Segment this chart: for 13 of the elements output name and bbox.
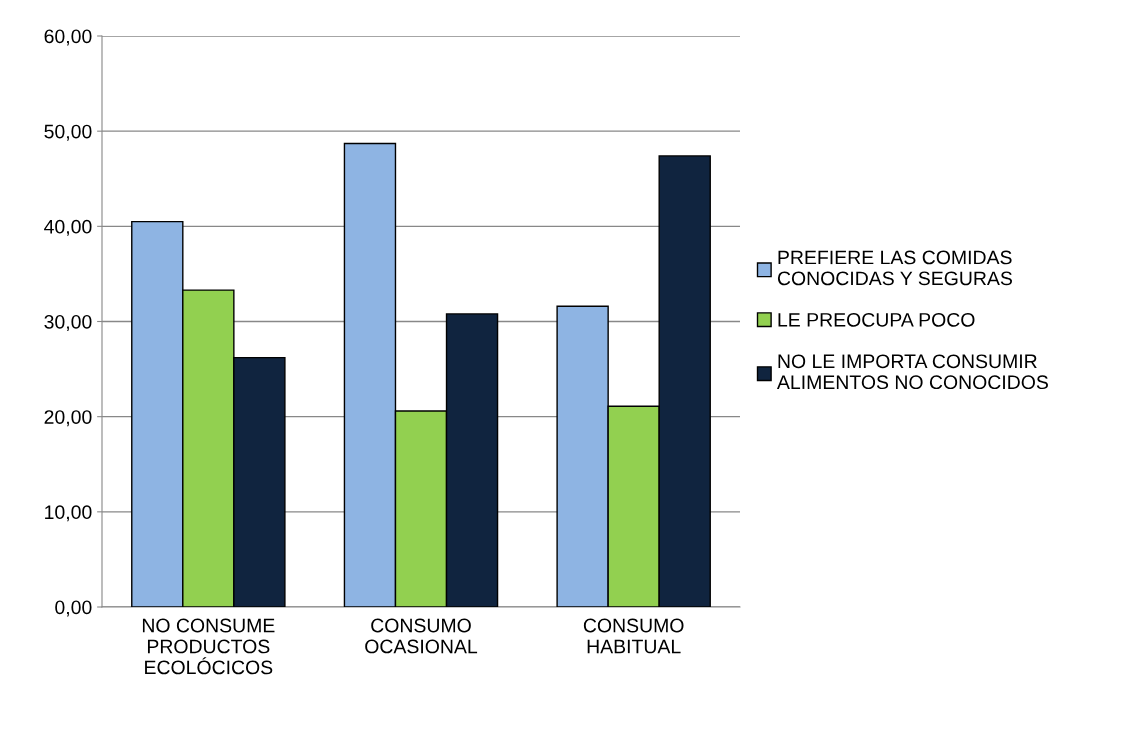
y-tick-label: 50,00 [44, 124, 92, 141]
y-tick-label: 60,00 [44, 29, 92, 46]
y-tick-label: 30,00 [44, 314, 92, 332]
legend-label: NO LE IMPORTA CONSUMIR ALIMENTOS NO CONOCIDOS [776, 354, 1048, 390]
y-tick-label: 20,00 [44, 410, 92, 427]
x-tick-label: CONSUMO HABITUAL [583, 618, 684, 654]
y-tick-label: 40,00 [44, 219, 92, 236]
x-tick-label: CONSUMO OCASIONAL [365, 618, 478, 654]
legend-label: PREFIERE LAS COMIDAS CONOCIDAS Y SEGURAS [777, 250, 1012, 286]
legend-label: LE PREOCUPA POCO [778, 312, 975, 327]
y-tick-label: 10,00 [45, 505, 92, 522]
x-tick-label: NO CONSUME PRODUCTOS ECOLÓCICOS [142, 618, 275, 675]
y-tick-label: 0,00 [55, 600, 92, 617]
